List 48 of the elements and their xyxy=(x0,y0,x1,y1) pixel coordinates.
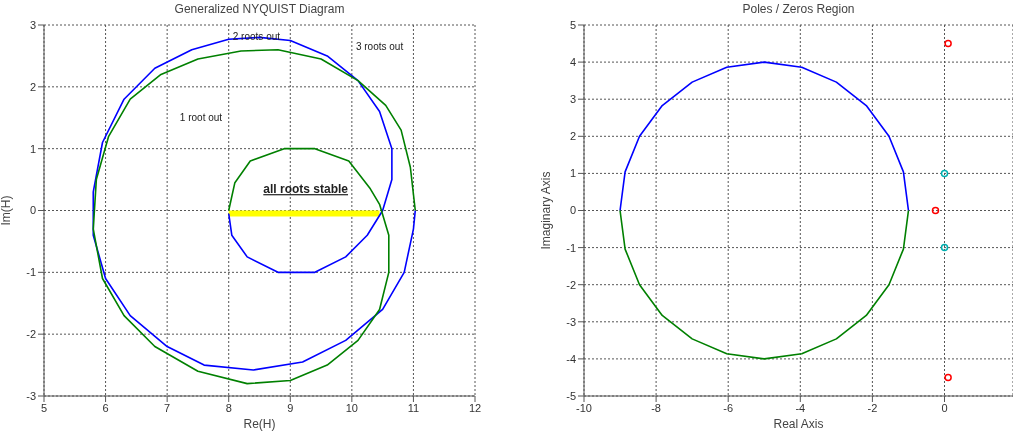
y-tick-label: 1 xyxy=(569,167,576,180)
y-tick-label: 3 xyxy=(569,93,576,106)
y-tick-label: 0 xyxy=(29,204,36,217)
line-series xyxy=(619,61,910,212)
y-tick-label: -3 xyxy=(26,389,36,402)
x-tick-label: -2 xyxy=(867,401,878,414)
x-tick-label: 10 xyxy=(345,401,358,414)
line-series xyxy=(619,209,910,360)
x-tick-label: 11 xyxy=(407,401,420,414)
y-tick-label: 5 xyxy=(569,18,576,31)
x-tick-label: 8 xyxy=(225,401,232,414)
x-tick-label: 12 xyxy=(468,401,482,414)
x-tick-label: -10 xyxy=(576,401,592,414)
chart-title: Poles / Zeros Region xyxy=(741,2,856,16)
x-tick-label: 7 xyxy=(164,401,171,414)
y-tick-label: 3 xyxy=(29,18,36,31)
y-axis-title: Im(H) xyxy=(0,195,14,226)
x-tick-label: 9 xyxy=(287,401,294,414)
y-tick-label: -3 xyxy=(566,315,576,328)
y-tick-label: -4 xyxy=(566,352,576,365)
x-tick-label: -6 xyxy=(723,401,734,414)
x-tick-label: 0 xyxy=(941,401,948,414)
annotation: 3 roots out xyxy=(355,41,404,53)
chart-title: Generalized NYQUIST Diagram xyxy=(173,2,346,16)
y-tick-label: -2 xyxy=(26,328,36,341)
x-tick-label: 5 xyxy=(40,401,48,414)
y-tick-label: 0 xyxy=(569,204,576,217)
y-tick-label: -5 xyxy=(566,389,576,402)
annotation: 1 root out xyxy=(179,112,223,124)
y-tick-label: 2 xyxy=(29,80,36,93)
point xyxy=(944,373,952,382)
y-tick-label: -1 xyxy=(566,241,576,254)
y-tick-label: 4 xyxy=(569,56,576,68)
point xyxy=(944,39,952,48)
annotation: all roots stable xyxy=(263,182,349,197)
x-axis-title: Re(H) xyxy=(243,417,276,431)
y-tick-label: 2 xyxy=(569,130,576,143)
x-axis-title: Real Axis xyxy=(773,417,824,431)
y-tick-label: -2 xyxy=(566,278,576,291)
x-tick-label: -4 xyxy=(795,401,806,414)
y-tick-label: -1 xyxy=(26,266,36,279)
point xyxy=(940,243,949,252)
y-axis-title: Imaginary Axis xyxy=(539,171,554,250)
y-tick-label: 1 xyxy=(29,142,36,155)
x-tick-label: -8 xyxy=(651,401,661,414)
point xyxy=(931,206,940,215)
point xyxy=(940,169,949,178)
x-tick-label: 6 xyxy=(102,401,109,414)
